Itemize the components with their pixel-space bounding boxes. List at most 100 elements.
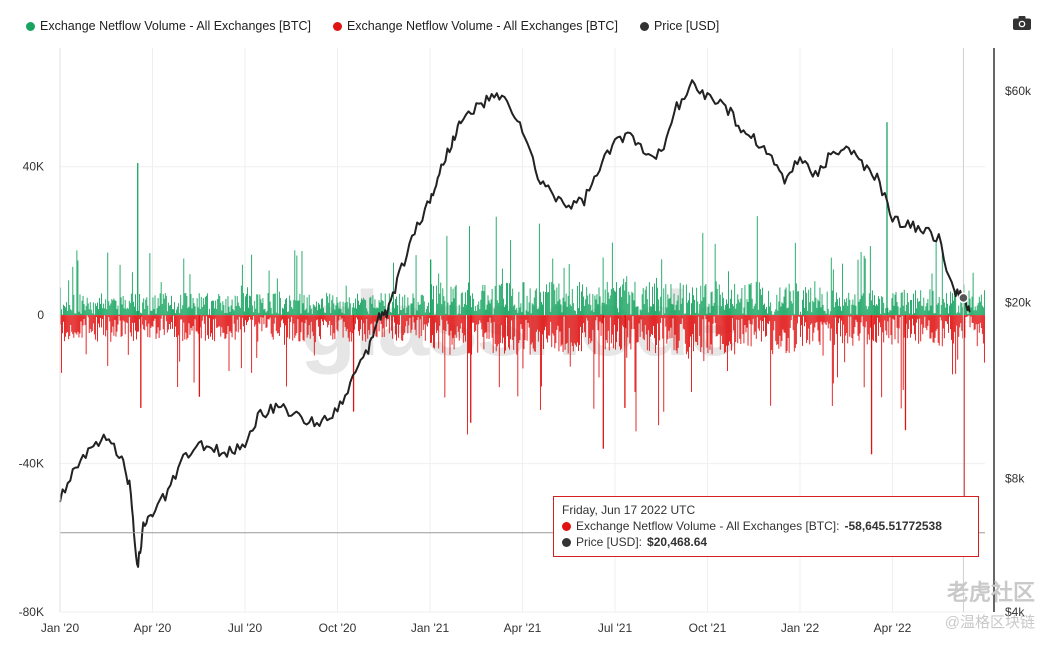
camera-icon[interactable]	[1013, 16, 1031, 30]
netflow-bar-inflow	[804, 307, 806, 316]
netflow-bar-inflow	[360, 302, 362, 316]
netflow-bar-inflow	[440, 282, 442, 316]
netflow-bar-outflow	[548, 315, 550, 336]
netflow-bar-inflow	[668, 298, 670, 316]
netflow-bar-outflow	[935, 315, 937, 331]
netflow-bar-outflow	[943, 315, 945, 339]
netflow-bar-inflow	[105, 299, 107, 316]
netflow-bar-inflow	[415, 255, 417, 316]
netflow-bar-inflow	[443, 296, 445, 316]
netflow-bar-outflow	[269, 315, 271, 318]
netflow-bar-inflow	[766, 306, 767, 316]
netflow-bar-inflow	[951, 303, 952, 316]
netflow-bar-inflow	[584, 305, 586, 316]
netflow-bar-inflow	[908, 313, 910, 316]
netflow-bar-inflow	[494, 286, 496, 316]
netflow-bar-inflow	[172, 308, 173, 316]
netflow-bar-inflow	[436, 285, 438, 316]
netflow-bar-outflow	[637, 315, 639, 343]
netflow-bar-outflow	[921, 315, 923, 325]
netflow-bar-outflow	[698, 315, 700, 317]
netflow-bar-outflow	[478, 315, 480, 325]
netflow-bar-outflow	[631, 315, 633, 330]
x-tick-label: Oct '21	[689, 621, 727, 635]
netflow-bar-inflow	[139, 294, 141, 316]
netflow-bar-inflow	[481, 290, 483, 316]
netflow-bar-inflow	[726, 299, 727, 316]
legend-item-inflow[interactable]: Exchange Netflow Volume - All Exchanges …	[26, 19, 311, 33]
netflow-bar-inflow	[915, 290, 917, 316]
netflow-bar-inflow	[268, 270, 270, 316]
netflow-bar-outflow	[188, 315, 190, 324]
legend-label-price: Price [USD]	[653, 19, 720, 33]
netflow-bar-outflow	[742, 315, 744, 335]
netflow-bar-inflow	[424, 312, 426, 316]
netflow-bar-inflow	[856, 314, 858, 316]
netflow-bar-outflow	[229, 315, 231, 332]
netflow-bar-outflow	[672, 315, 674, 319]
netflow-bar-inflow	[846, 298, 848, 316]
netflow-bar-inflow	[538, 223, 540, 316]
netflow-bar-outflow	[241, 315, 243, 318]
netflow-bar-inflow	[791, 303, 793, 316]
netflow-bar-inflow	[297, 300, 299, 316]
netflow-bar-outflow	[340, 315, 342, 320]
netflow-bar-outflow	[440, 315, 442, 316]
netflow-bar-outflow	[447, 315, 449, 325]
netflow-bar-inflow	[979, 301, 981, 316]
netflow-bar-inflow	[847, 305, 849, 316]
netflow-bar-outflow	[537, 315, 539, 342]
netflow-bar-outflow	[709, 315, 711, 350]
netflow-bar-inflow	[482, 284, 484, 316]
netflow-bar-inflow	[562, 297, 564, 316]
netflow-bar-inflow	[556, 287, 558, 316]
netflow-bar-outflow	[635, 315, 637, 432]
netflow-bar-outflow	[533, 315, 535, 352]
netflow-bar-inflow	[588, 304, 590, 316]
netflow-bar-inflow	[569, 304, 571, 316]
netflow-bar-inflow	[780, 306, 782, 316]
netflow-bar-inflow	[593, 312, 595, 316]
netflow-bar-inflow	[288, 311, 290, 316]
netflow-bar-inflow	[697, 301, 699, 316]
netflow-bar-inflow	[971, 296, 973, 316]
netflow-bar-outflow	[864, 315, 866, 328]
netflow-bar-inflow	[310, 308, 312, 316]
netflow-bar-inflow	[479, 309, 481, 316]
netflow-bar-inflow	[967, 314, 969, 316]
netflow-bar-outflow	[273, 315, 275, 324]
legend-item-price[interactable]: Price [USD]	[639, 19, 720, 33]
netflow-bar-outflow	[117, 315, 119, 325]
netflow-bar-inflow	[496, 300, 498, 316]
price-line	[59, 79, 971, 568]
netflow-bars	[60, 122, 985, 533]
netflow-bar-outflow	[778, 315, 780, 349]
netflow-bar-inflow	[690, 314, 691, 316]
netflow-bar-outflow	[764, 315, 765, 318]
netflow-bar-outflow	[952, 315, 954, 375]
netflow-bar-inflow	[876, 304, 877, 316]
netflow-bar-outflow	[599, 315, 601, 322]
netflow-bar-outflow	[564, 315, 566, 350]
netflow-bar-outflow	[297, 315, 299, 320]
netflow-bar-outflow	[148, 315, 150, 324]
netflow-bar-inflow	[373, 307, 375, 316]
netflow-bar-outflow	[277, 315, 279, 333]
netflow-bar-outflow	[162, 315, 164, 330]
netflow-bar-inflow	[580, 311, 581, 316]
netflow-bar-outflow	[329, 315, 331, 321]
netflow-bar-inflow	[426, 306, 428, 316]
netflow-bar-inflow	[941, 248, 943, 316]
netflow-bar-outflow	[187, 315, 189, 338]
netflow-bar-inflow	[177, 306, 179, 316]
netflow-bar-inflow	[499, 285, 501, 316]
netflow-bar-inflow	[940, 305, 942, 316]
netflow-bar-inflow	[814, 281, 816, 316]
netflow-bar-inflow	[751, 298, 753, 316]
tooltip-netflow-value: -58,645.51772538	[844, 519, 942, 533]
netflow-bar-outflow	[295, 315, 297, 336]
netflow-bar-inflow	[452, 288, 454, 316]
netflow-bar-outflow	[391, 315, 393, 339]
netflow-bar-outflow	[396, 315, 397, 341]
legend-item-outflow[interactable]: Exchange Netflow Volume - All Exchanges …	[332, 19, 618, 33]
